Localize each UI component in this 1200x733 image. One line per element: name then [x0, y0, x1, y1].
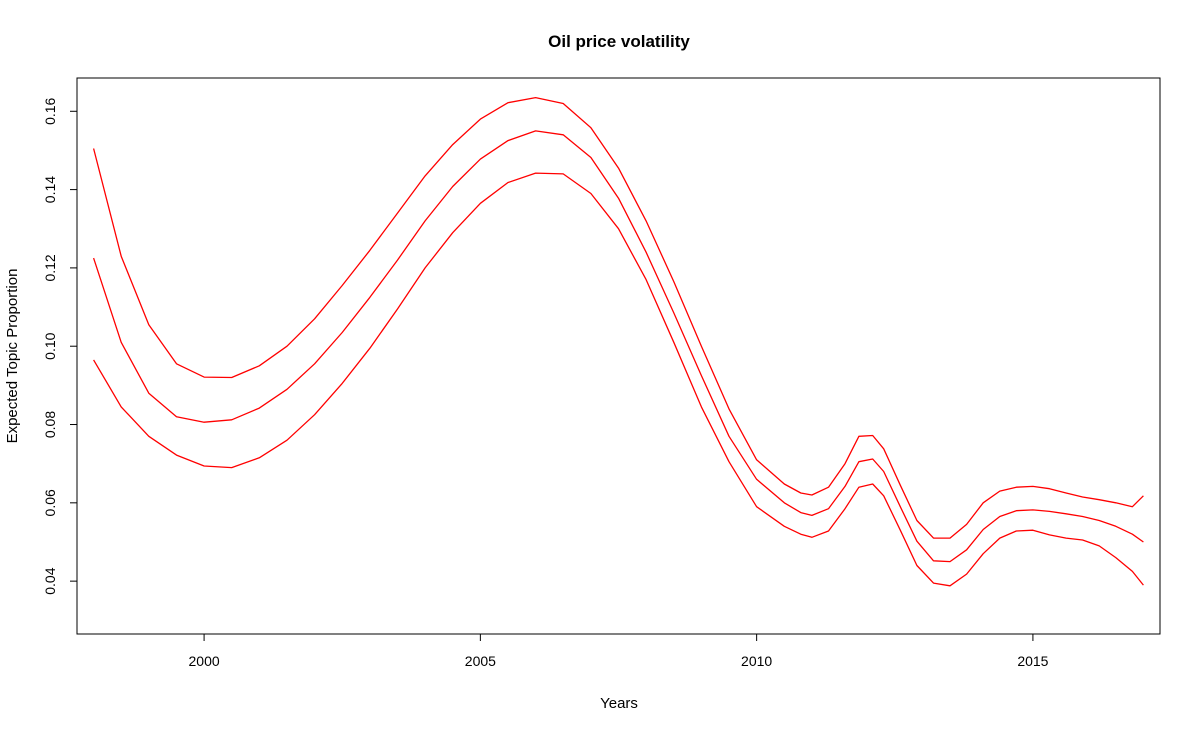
y-tick-label: 0.08 — [42, 411, 58, 438]
mean-line — [92, 130, 1144, 563]
plot-frame — [76, 77, 1161, 635]
y-tick-label: 0.04 — [42, 567, 58, 594]
x-axis: 2000 2005 2010 2015 — [189, 633, 1049, 669]
x-tick-label: 2010 — [741, 653, 772, 669]
x-tick-label: 2015 — [1017, 653, 1048, 669]
y-tick-label: 0.06 — [42, 489, 58, 516]
y-tick-label: 0.10 — [42, 332, 58, 359]
x-axis-label: Years — [600, 695, 638, 712]
x-tick-label: 2000 — [189, 653, 220, 669]
series-lines — [92, 96, 1144, 587]
y-tick-label: 0.14 — [42, 176, 58, 203]
y-tick-label: 0.16 — [42, 97, 58, 124]
lower-bound-line — [93, 172, 1144, 587]
upper-bound-line — [92, 96, 1144, 539]
x-tick-label: 2005 — [465, 653, 496, 669]
y-axis-label: Expected Topic Proportion — [4, 269, 21, 444]
y-axis: 0.04 0.06 0.08 0.10 0.12 0.14 0.16 — [42, 97, 78, 595]
chart-title: Oil price volatility — [548, 32, 690, 51]
y-tick-label: 0.12 — [42, 254, 58, 281]
